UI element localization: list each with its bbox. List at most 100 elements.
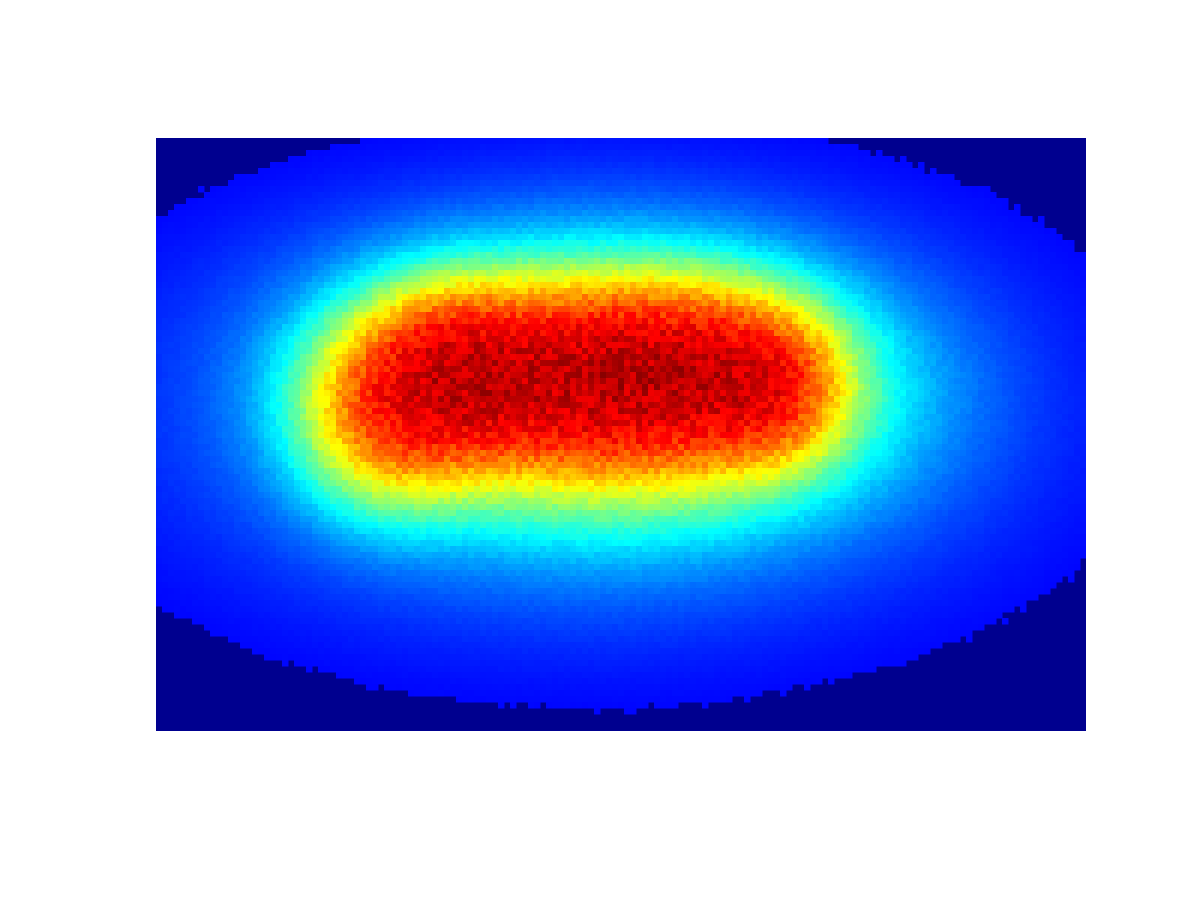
- heatmap-cell: [384, 168, 391, 175]
- heatmap-cell: [498, 324, 505, 331]
- heatmap-cell: [192, 252, 199, 259]
- heatmap-cell: [846, 324, 853, 331]
- heatmap-cell: [420, 234, 427, 241]
- heatmap-cell: [402, 216, 409, 223]
- heatmap-cell: [936, 192, 943, 199]
- heatmap-cell: [912, 336, 919, 343]
- heatmap-cell: [384, 312, 391, 319]
- heatmap-cell: [666, 222, 673, 229]
- heatmap-cell: [390, 318, 397, 325]
- heatmap-cell: [246, 210, 253, 217]
- heatmap-cell: [300, 312, 307, 319]
- heatmap-cell: [216, 216, 223, 223]
- heatmap-cell: [630, 282, 637, 289]
- heatmap-cell: [342, 174, 349, 181]
- heatmap-cell: [714, 180, 721, 187]
- heatmap-cell: [492, 222, 499, 229]
- heatmap-cell: [840, 330, 847, 337]
- heatmap-cell: [1056, 264, 1063, 271]
- heatmap-cell: [696, 258, 703, 265]
- heatmap-cell: [738, 348, 745, 355]
- heatmap-cell: [732, 336, 739, 343]
- heatmap-cell: [750, 300, 757, 307]
- heatmap-cell: [720, 156, 727, 163]
- heatmap-cell: [834, 150, 841, 157]
- heatmap-cell: [312, 186, 319, 193]
- heatmap-cell: [894, 342, 901, 349]
- heatmap-cell: [912, 312, 919, 319]
- heatmap-cell: [558, 330, 565, 337]
- heatmap-cell: [900, 264, 907, 271]
- heatmap-cell: [1032, 342, 1039, 349]
- heatmap-cell: [744, 318, 751, 325]
- heatmap-cell: [576, 288, 583, 295]
- heatmap-cell: [240, 186, 247, 193]
- heatmap-cell: [654, 198, 661, 205]
- heatmap-cell: [504, 198, 511, 205]
- heatmap-cell: [984, 294, 991, 301]
- heatmap-cell: [1014, 282, 1021, 289]
- heatmap-cell: [402, 258, 409, 265]
- heatmap-cell: [810, 234, 817, 241]
- heatmap-cell: [762, 240, 769, 247]
- heatmap-cell: [1020, 252, 1027, 259]
- heatmap-cell: [948, 270, 955, 277]
- heatmap-cell: [684, 324, 691, 331]
- heatmap-cell: [690, 300, 697, 307]
- heatmap-cell: [702, 264, 709, 271]
- heatmap-cell: [480, 282, 487, 289]
- heatmap-cell: [474, 240, 481, 247]
- heatmap-cell: [576, 318, 583, 325]
- heatmap-cell: [390, 222, 397, 229]
- heatmap-cell: [984, 330, 991, 337]
- heatmap-cell: [1014, 246, 1021, 253]
- heatmap-cell: [888, 300, 895, 307]
- heatmap-cell: [438, 234, 445, 241]
- heatmap-cell: [534, 294, 541, 301]
- heatmap-cell: [480, 240, 487, 247]
- heatmap-cell: [444, 150, 451, 157]
- heatmap-cell: [180, 300, 187, 307]
- heatmap-cell: [660, 342, 667, 349]
- heatmap-cell: [354, 336, 361, 343]
- heatmap-cell: [306, 162, 313, 169]
- heatmap-cell: [342, 252, 349, 259]
- heatmap-cell: [1020, 318, 1027, 325]
- heatmap-cell: [810, 336, 817, 343]
- heatmap-cell: [588, 234, 595, 241]
- heatmap-cell: [432, 156, 439, 163]
- heatmap-cell: [480, 192, 487, 199]
- heatmap-cell: [960, 258, 967, 265]
- heatmap-cell: [606, 348, 613, 355]
- heatmap-cell: [1044, 276, 1051, 283]
- heatmap-cell: [384, 210, 391, 217]
- heatmap-cell: [744, 246, 751, 253]
- heatmap-cell: [960, 216, 967, 223]
- heatmap-cell: [630, 312, 637, 319]
- heatmap-cell: [708, 150, 715, 157]
- heatmap-cell: [540, 174, 547, 181]
- heatmap-cell: [486, 324, 493, 331]
- heatmap-cell: [192, 294, 199, 301]
- heatmap-cell: [1038, 222, 1045, 229]
- heatmap-cell: [1038, 216, 1045, 223]
- heatmap-cell: [912, 330, 919, 337]
- heatmap-cell: [420, 258, 427, 265]
- heatmap-cell: [852, 192, 859, 199]
- heatmap-cell: [636, 348, 643, 355]
- heatmap-cell: [576, 198, 583, 205]
- heatmap-cell: [672, 324, 679, 331]
- heatmap-cell: [372, 252, 379, 259]
- heatmap-cell: [852, 234, 859, 241]
- heatmap-cell: [210, 234, 217, 241]
- heatmap-cell: [822, 144, 829, 151]
- heatmap-cell: [318, 270, 325, 277]
- heatmap-cell: [906, 342, 913, 349]
- heatmap-cell: [1014, 210, 1021, 217]
- heatmap-cell: [888, 252, 895, 259]
- heatmap-cell: [156, 276, 163, 283]
- heatmap-cell: [720, 294, 727, 301]
- heatmap-cell: [1026, 252, 1033, 259]
- heatmap-cell: [342, 336, 349, 343]
- heatmap-cell: [870, 162, 877, 169]
